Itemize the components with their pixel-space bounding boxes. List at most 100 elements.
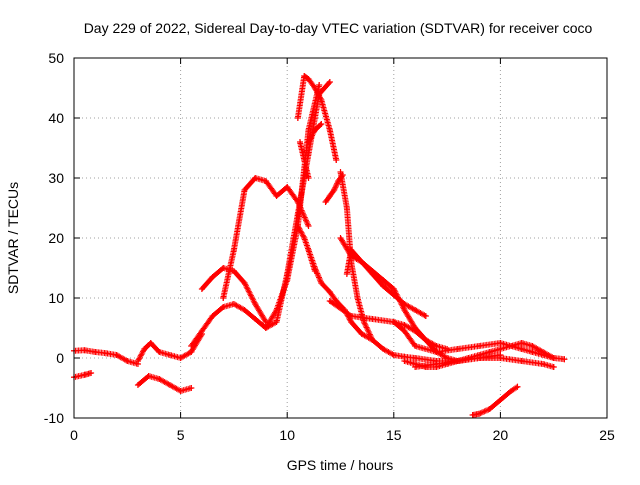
y-tick-label: 30 — [48, 170, 64, 186]
data-point — [360, 319, 367, 325]
data-point — [326, 289, 333, 295]
data-point — [81, 347, 88, 354]
y-tick-label: 10 — [48, 290, 64, 306]
data-point — [331, 187, 338, 193]
data-point — [497, 355, 504, 361]
data-point — [188, 385, 195, 391]
data-point — [454, 346, 461, 352]
data-point — [198, 286, 205, 292]
x-tick-label: 15 — [386, 427, 402, 443]
data-point — [318, 121, 325, 127]
data-point — [561, 356, 568, 363]
data-point — [401, 322, 408, 328]
data-point — [529, 349, 536, 355]
y-tick-label: -10 — [44, 410, 64, 426]
data-point — [497, 397, 504, 403]
data-point — [369, 271, 376, 277]
data-point — [262, 325, 269, 331]
data-point — [412, 364, 419, 370]
series-track-21 — [412, 355, 557, 370]
data-point — [401, 307, 408, 313]
y-tick-label: 20 — [48, 230, 64, 246]
data-point — [401, 328, 408, 334]
data-point — [401, 358, 408, 364]
trace-track-13 — [305, 247, 318, 274]
data-point — [166, 352, 173, 358]
data-point — [316, 82, 323, 88]
data-point — [476, 355, 483, 361]
data-point — [390, 352, 397, 358]
trace-track-3 — [134, 373, 195, 394]
data-point — [273, 307, 280, 313]
data-point — [305, 127, 312, 133]
x-tick-label: 5 — [177, 427, 185, 443]
data-point — [262, 178, 269, 184]
data-point — [198, 328, 205, 334]
data-point — [540, 361, 547, 367]
data-point — [252, 316, 259, 322]
data-point — [380, 283, 387, 289]
data-point — [486, 349, 493, 355]
data-point — [497, 340, 504, 346]
data-point — [284, 184, 291, 190]
data-point — [433, 349, 440, 355]
data-point — [518, 358, 525, 364]
data-point — [476, 410, 483, 417]
data-point — [380, 277, 387, 283]
data-point — [220, 304, 227, 310]
trace-track-18 — [326, 298, 451, 352]
data-point — [326, 193, 333, 199]
data-point — [337, 235, 344, 241]
chart-title: Day 229 of 2022, Sidereal Day-to-day VTE… — [84, 20, 593, 36]
x-axis-label: GPS time / hours — [287, 457, 394, 473]
data-point — [134, 382, 141, 388]
data-point — [311, 85, 318, 91]
data-point — [326, 298, 333, 304]
data-point — [209, 274, 216, 280]
series-track-6 — [198, 265, 269, 325]
series-track-9 — [294, 73, 340, 163]
data-point — [412, 328, 419, 334]
data-point — [124, 358, 131, 364]
data-point — [337, 169, 344, 175]
data-point — [433, 361, 440, 367]
data-point — [220, 265, 227, 271]
data-point — [529, 343, 536, 349]
x-tick-label: 25 — [599, 427, 615, 443]
x-tick-label: 0 — [70, 427, 78, 443]
series-track-17 — [337, 235, 429, 319]
data-point — [188, 349, 195, 355]
data-point — [358, 259, 365, 265]
data-point — [156, 349, 163, 355]
data-point — [514, 383, 521, 390]
data-point — [412, 343, 419, 349]
data-point — [550, 364, 557, 370]
data-point — [88, 370, 95, 376]
data-point — [422, 313, 429, 319]
trace-track-4 — [134, 331, 205, 364]
data-point — [81, 371, 88, 378]
data-point — [305, 223, 312, 229]
data-point — [177, 388, 184, 394]
data-point — [333, 157, 340, 163]
grid — [74, 58, 607, 418]
data-point — [230, 247, 237, 253]
data-point — [230, 268, 237, 274]
data-point — [241, 187, 248, 193]
data-point — [156, 376, 163, 382]
data-point — [188, 343, 195, 349]
data-point — [252, 301, 259, 307]
data-point — [390, 286, 397, 292]
data-point — [358, 331, 365, 337]
data-point — [518, 346, 525, 352]
series-track-22 — [469, 383, 521, 418]
data-point — [284, 277, 291, 283]
data-point — [326, 79, 333, 85]
data-point — [318, 97, 325, 103]
data-point — [311, 127, 318, 133]
data-point — [113, 352, 120, 358]
data-point — [390, 292, 397, 298]
data-point — [369, 337, 376, 343]
data-point — [134, 358, 141, 364]
x-tick-label: 10 — [279, 427, 295, 443]
